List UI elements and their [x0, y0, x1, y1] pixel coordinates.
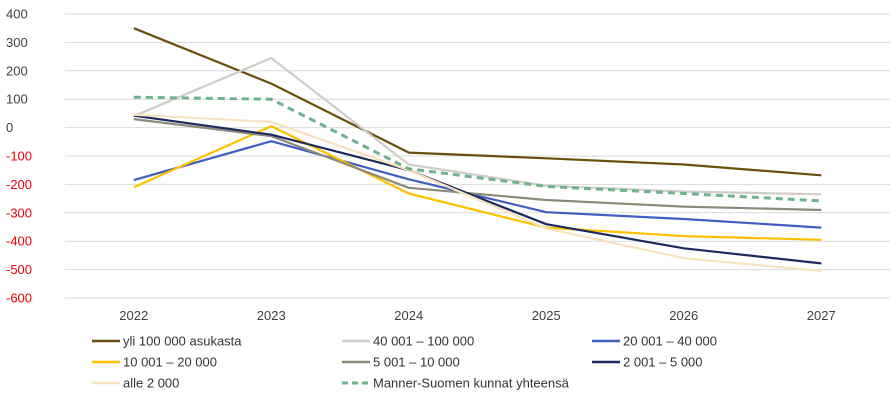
- series-line-4: [134, 126, 822, 240]
- y-tick-label: 0: [6, 120, 13, 135]
- legend-label: 20 001 – 40 000: [623, 334, 717, 349]
- y-tick-label: -400: [6, 234, 32, 249]
- legend-label: 40 001 – 100 000: [373, 334, 474, 349]
- series-lines: [134, 28, 822, 271]
- x-tick-label: 2022: [119, 308, 148, 323]
- x-tick-label: 2024: [394, 308, 423, 323]
- series-line-1: [134, 28, 822, 175]
- y-tick-label: 400: [6, 7, 28, 22]
- x-tick-label: 2025: [532, 308, 561, 323]
- y-tick-label: -300: [6, 205, 32, 220]
- legend-label: alle 2 000: [123, 376, 179, 391]
- y-tick-label: -500: [6, 262, 32, 277]
- y-tick-label: -200: [6, 177, 32, 192]
- legend-label: 10 001 – 20 000: [123, 355, 217, 370]
- series-line-2: [134, 58, 822, 194]
- legend-label: yli 100 000 asukasta: [123, 334, 242, 349]
- x-axis-ticks: 2022 2023 2024 2025 2026 2027: [119, 308, 835, 323]
- legend-label: 2 001 – 5 000: [623, 355, 703, 370]
- y-axis-ticks: 400 300 200 100 0 -100 -200 -300 -400 -500 -600: [6, 7, 32, 306]
- y-tick-label: -100: [6, 149, 32, 164]
- y-tick-label: 200: [6, 63, 28, 78]
- legend-label: 5 001 – 10 000: [373, 355, 460, 370]
- y-tick-label: -600: [6, 291, 32, 306]
- series-line-8: [134, 97, 822, 201]
- x-tick-label: 2027: [807, 308, 836, 323]
- x-tick-label: 2023: [257, 308, 286, 323]
- legend-label: Manner-Suomen kunnat yhteensä: [373, 376, 570, 391]
- legend: yli 100 000 asukasta 40 001 – 100 000 20 0…: [92, 334, 717, 391]
- y-tick-label: 100: [6, 92, 28, 107]
- y-tick-label: 300: [6, 35, 28, 50]
- x-tick-label: 2026: [669, 308, 698, 323]
